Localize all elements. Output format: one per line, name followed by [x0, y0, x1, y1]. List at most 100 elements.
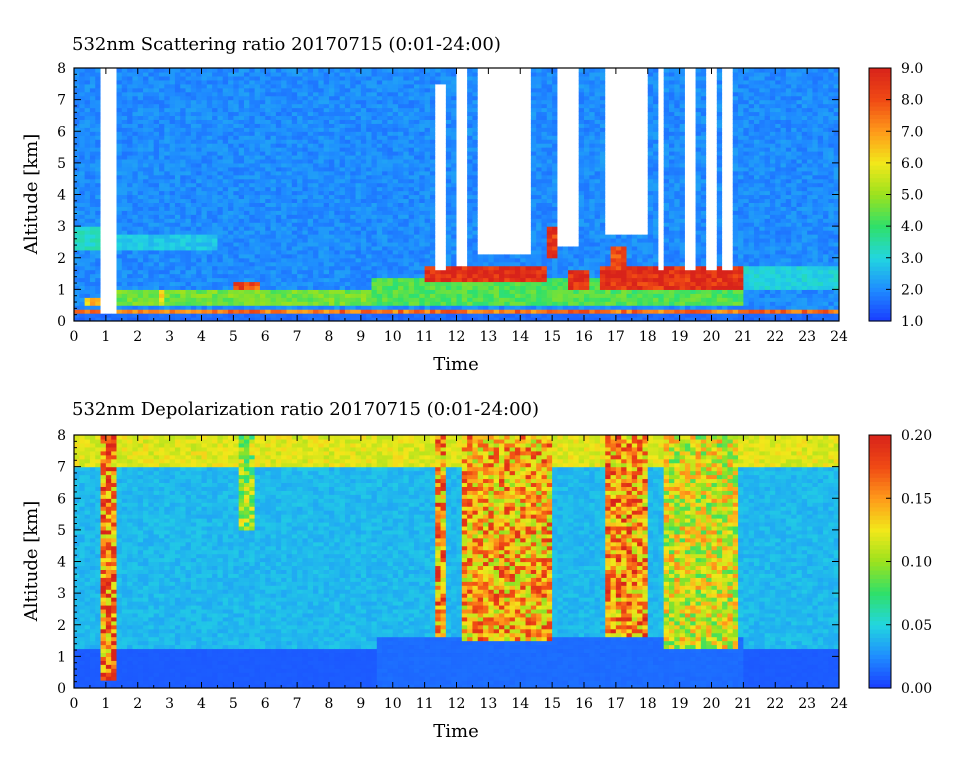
heatmap-cell [398, 79, 404, 85]
heatmap-cell [467, 293, 474, 298]
heatmap-cell [159, 237, 165, 243]
heatmap-cell [116, 261, 123, 267]
heatmap-cell [302, 158, 309, 164]
heatmap-cell [212, 226, 219, 231]
heatmap-cell [350, 103, 357, 109]
heatmap-cell [435, 257, 442, 263]
heatmap-cell [472, 170, 479, 176]
heatmap-cell [270, 178, 277, 184]
heatmap-cell [419, 186, 426, 192]
heatmap-cell [159, 190, 165, 196]
heatmap-cell [190, 190, 197, 196]
heatmap-cell [461, 111, 468, 117]
heatmap-cell [307, 143, 314, 148]
heatmap-cell [265, 202, 272, 207]
heatmap-cell [159, 261, 165, 267]
heatmap-cell [461, 237, 468, 243]
heatmap-cell [249, 206, 256, 211]
heatmap-cell [143, 218, 149, 223]
heatmap-cell [148, 71, 155, 77]
heatmap-cell [143, 241, 149, 247]
heatmap-cell [190, 297, 197, 302]
heatmap-cell [435, 313, 442, 318]
heatmap-cell [307, 309, 314, 314]
heatmap-cell [382, 317, 389, 321]
heatmap-cell [318, 281, 325, 287]
heatmap-cell [318, 249, 325, 255]
heatmap-cell [116, 265, 123, 271]
heatmap-cell [74, 281, 80, 287]
heatmap-cell [371, 234, 378, 239]
heatmap-cell [366, 210, 373, 215]
heatmap-cell [105, 91, 112, 97]
heatmap-cell [259, 178, 266, 184]
heatmap-cell [100, 68, 107, 73]
heatmap-cell [472, 297, 479, 302]
heatmap-cell [254, 313, 261, 318]
heatmap-cell [456, 151, 463, 156]
heatmap-cell [174, 194, 181, 200]
heatmap-cell [307, 234, 314, 239]
heatmap-cell [440, 147, 447, 152]
heatmap-cell [249, 68, 256, 73]
heatmap-cell [174, 68, 181, 73]
heatmap-cell [297, 95, 304, 101]
heatmap-cell [148, 143, 155, 148]
heatmap-cell [392, 309, 399, 314]
heatmap-cell [281, 305, 288, 310]
heatmap-cell [307, 202, 314, 207]
heatmap-cell [281, 135, 288, 140]
heatmap-cell [461, 147, 468, 152]
heatmap-cell [281, 71, 288, 77]
heatmap-cell [318, 234, 325, 239]
heatmap-cell [84, 119, 91, 124]
heatmap-cell [84, 198, 91, 203]
heatmap-cell [382, 151, 389, 156]
heatmap-cell [153, 87, 160, 93]
heatmap-cell [270, 190, 277, 196]
heatmap-cell [275, 123, 282, 128]
heatmap-cell [392, 313, 399, 318]
heatmap-cell [419, 222, 426, 227]
heatmap-cell [143, 162, 149, 168]
heatmap-cell [286, 222, 293, 227]
heatmap-cell [403, 103, 410, 109]
heatmap-cell [344, 234, 351, 239]
heatmap-cell [281, 301, 288, 306]
heatmap-cell [79, 166, 86, 172]
heatmap-cell [180, 111, 187, 117]
heatmap-cell [329, 99, 335, 105]
heatmap-cell [403, 301, 410, 306]
heatmap-cell [318, 313, 325, 318]
heatmap-cell [148, 68, 155, 73]
heatmap-cell [275, 269, 282, 275]
heatmap-cell [84, 166, 91, 172]
heatmap-cell [132, 119, 139, 124]
heatmap-cell [488, 313, 495, 318]
heatmap-cell [100, 241, 107, 247]
heatmap-cell [403, 95, 410, 101]
heatmap-cell [408, 301, 415, 306]
heatmap-cell [392, 222, 399, 227]
heatmap-cell [159, 83, 165, 89]
heatmap-cell [196, 222, 203, 227]
heatmap-cell [339, 166, 346, 172]
heatmap-cell [244, 147, 250, 152]
heatmap-cell [435, 293, 442, 298]
heatmap-cell [344, 182, 351, 188]
heatmap-cell [74, 222, 80, 227]
heatmap-cell [169, 313, 176, 318]
heatmap-cell [265, 297, 272, 302]
heatmap-cell [169, 317, 176, 321]
heatmap-cell [318, 241, 325, 247]
heatmap-cell [323, 269, 330, 275]
heatmap-cell [286, 289, 293, 294]
heatmap-cell [429, 178, 436, 184]
heatmap-cell [286, 237, 293, 243]
heatmap-cell [398, 194, 404, 200]
heatmap-cell [137, 135, 144, 140]
heatmap-cell [376, 143, 383, 148]
heatmap-cell [323, 68, 330, 73]
heatmap-cell [339, 241, 346, 247]
heatmap-cell [217, 111, 224, 117]
